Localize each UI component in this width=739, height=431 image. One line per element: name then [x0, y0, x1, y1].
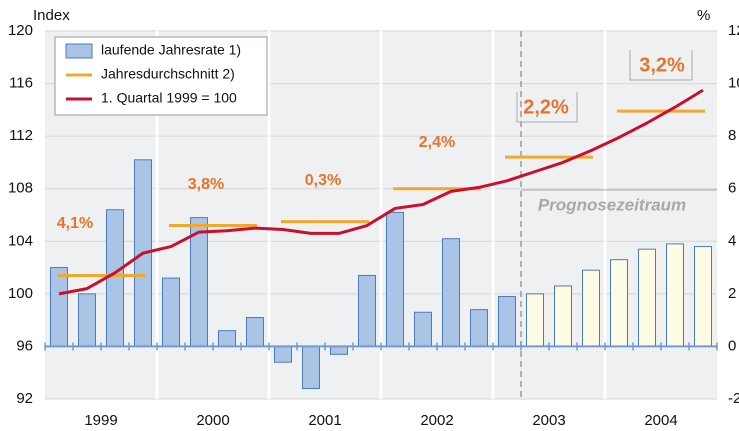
y-tick-label: 120: [8, 22, 33, 39]
bar: [666, 243, 684, 347]
bar: [218, 330, 236, 347]
bar: [358, 274, 376, 347]
y-tick-label: 108: [8, 180, 33, 197]
bar: [694, 246, 712, 347]
bar: [610, 259, 628, 347]
y-tick-label: 96: [16, 337, 33, 354]
y-axis-label: Index: [33, 7, 70, 24]
growth-annotation: 2,2%: [523, 96, 569, 118]
legend-swatch: [65, 43, 93, 59]
y-tick-label: 92: [16, 390, 33, 407]
bar: [162, 277, 180, 347]
annotation-bracket: [516, 92, 578, 123]
bar: [638, 248, 656, 347]
bar: [414, 311, 432, 347]
x-tick-label: 2003: [532, 412, 565, 429]
bar: [302, 345, 320, 389]
y2-tick-label: 8: [728, 127, 736, 144]
bar: [526, 293, 544, 347]
legend-label: 1. Quartal 1999 = 100: [101, 90, 237, 106]
bar: [582, 269, 600, 347]
bar: [386, 211, 404, 347]
growth-annotation: 2,4%: [419, 134, 455, 151]
x-tick-label: 2001: [308, 412, 341, 429]
y2-tick-label: -2: [728, 390, 739, 407]
index-line: [58, 88, 704, 296]
bar: [442, 238, 460, 347]
y2-tick-label: 6: [728, 180, 736, 197]
bar: [470, 309, 488, 347]
y-tick-label: 100: [8, 285, 33, 302]
y2-tick-label: 2: [728, 285, 736, 302]
bar: [274, 345, 292, 363]
bar: [106, 209, 124, 347]
bar: [50, 267, 68, 347]
y2-axis-label: %: [697, 7, 710, 24]
bar: [330, 345, 348, 355]
bar: [246, 317, 264, 347]
y-tick-label: 112: [9, 127, 33, 144]
y2-tick-label: 10: [728, 75, 739, 92]
bar: [190, 217, 208, 347]
y2-tick-label: 12: [728, 22, 739, 39]
legend-label: laufende Jahresrate 1): [101, 42, 241, 58]
forecast-label: Prognosezeitraum: [538, 195, 686, 214]
x-tick-label: 2000: [196, 412, 229, 429]
y2-tick-label: 4: [728, 232, 736, 249]
growth-annotation: 4,1%: [57, 215, 93, 232]
growth-annotation: 0,3%: [305, 172, 341, 189]
x-tick-label: 2002: [420, 412, 453, 429]
bar: [498, 295, 516, 347]
annotation-bracket: [629, 50, 693, 81]
y-tick-label: 116: [9, 75, 33, 92]
y2-tick-label: 0: [728, 337, 736, 354]
legend-label: Jahresdurchschnitt 2): [101, 66, 235, 82]
bar: [554, 285, 572, 347]
bar: [78, 293, 96, 347]
growth-annotation: 3,2%: [639, 54, 685, 76]
x-tick-label: 1999: [84, 412, 117, 429]
growth-annotation: 3,8%: [188, 176, 224, 193]
x-tick-label: 2004: [644, 412, 677, 429]
y-tick-label: 104: [8, 232, 33, 249]
